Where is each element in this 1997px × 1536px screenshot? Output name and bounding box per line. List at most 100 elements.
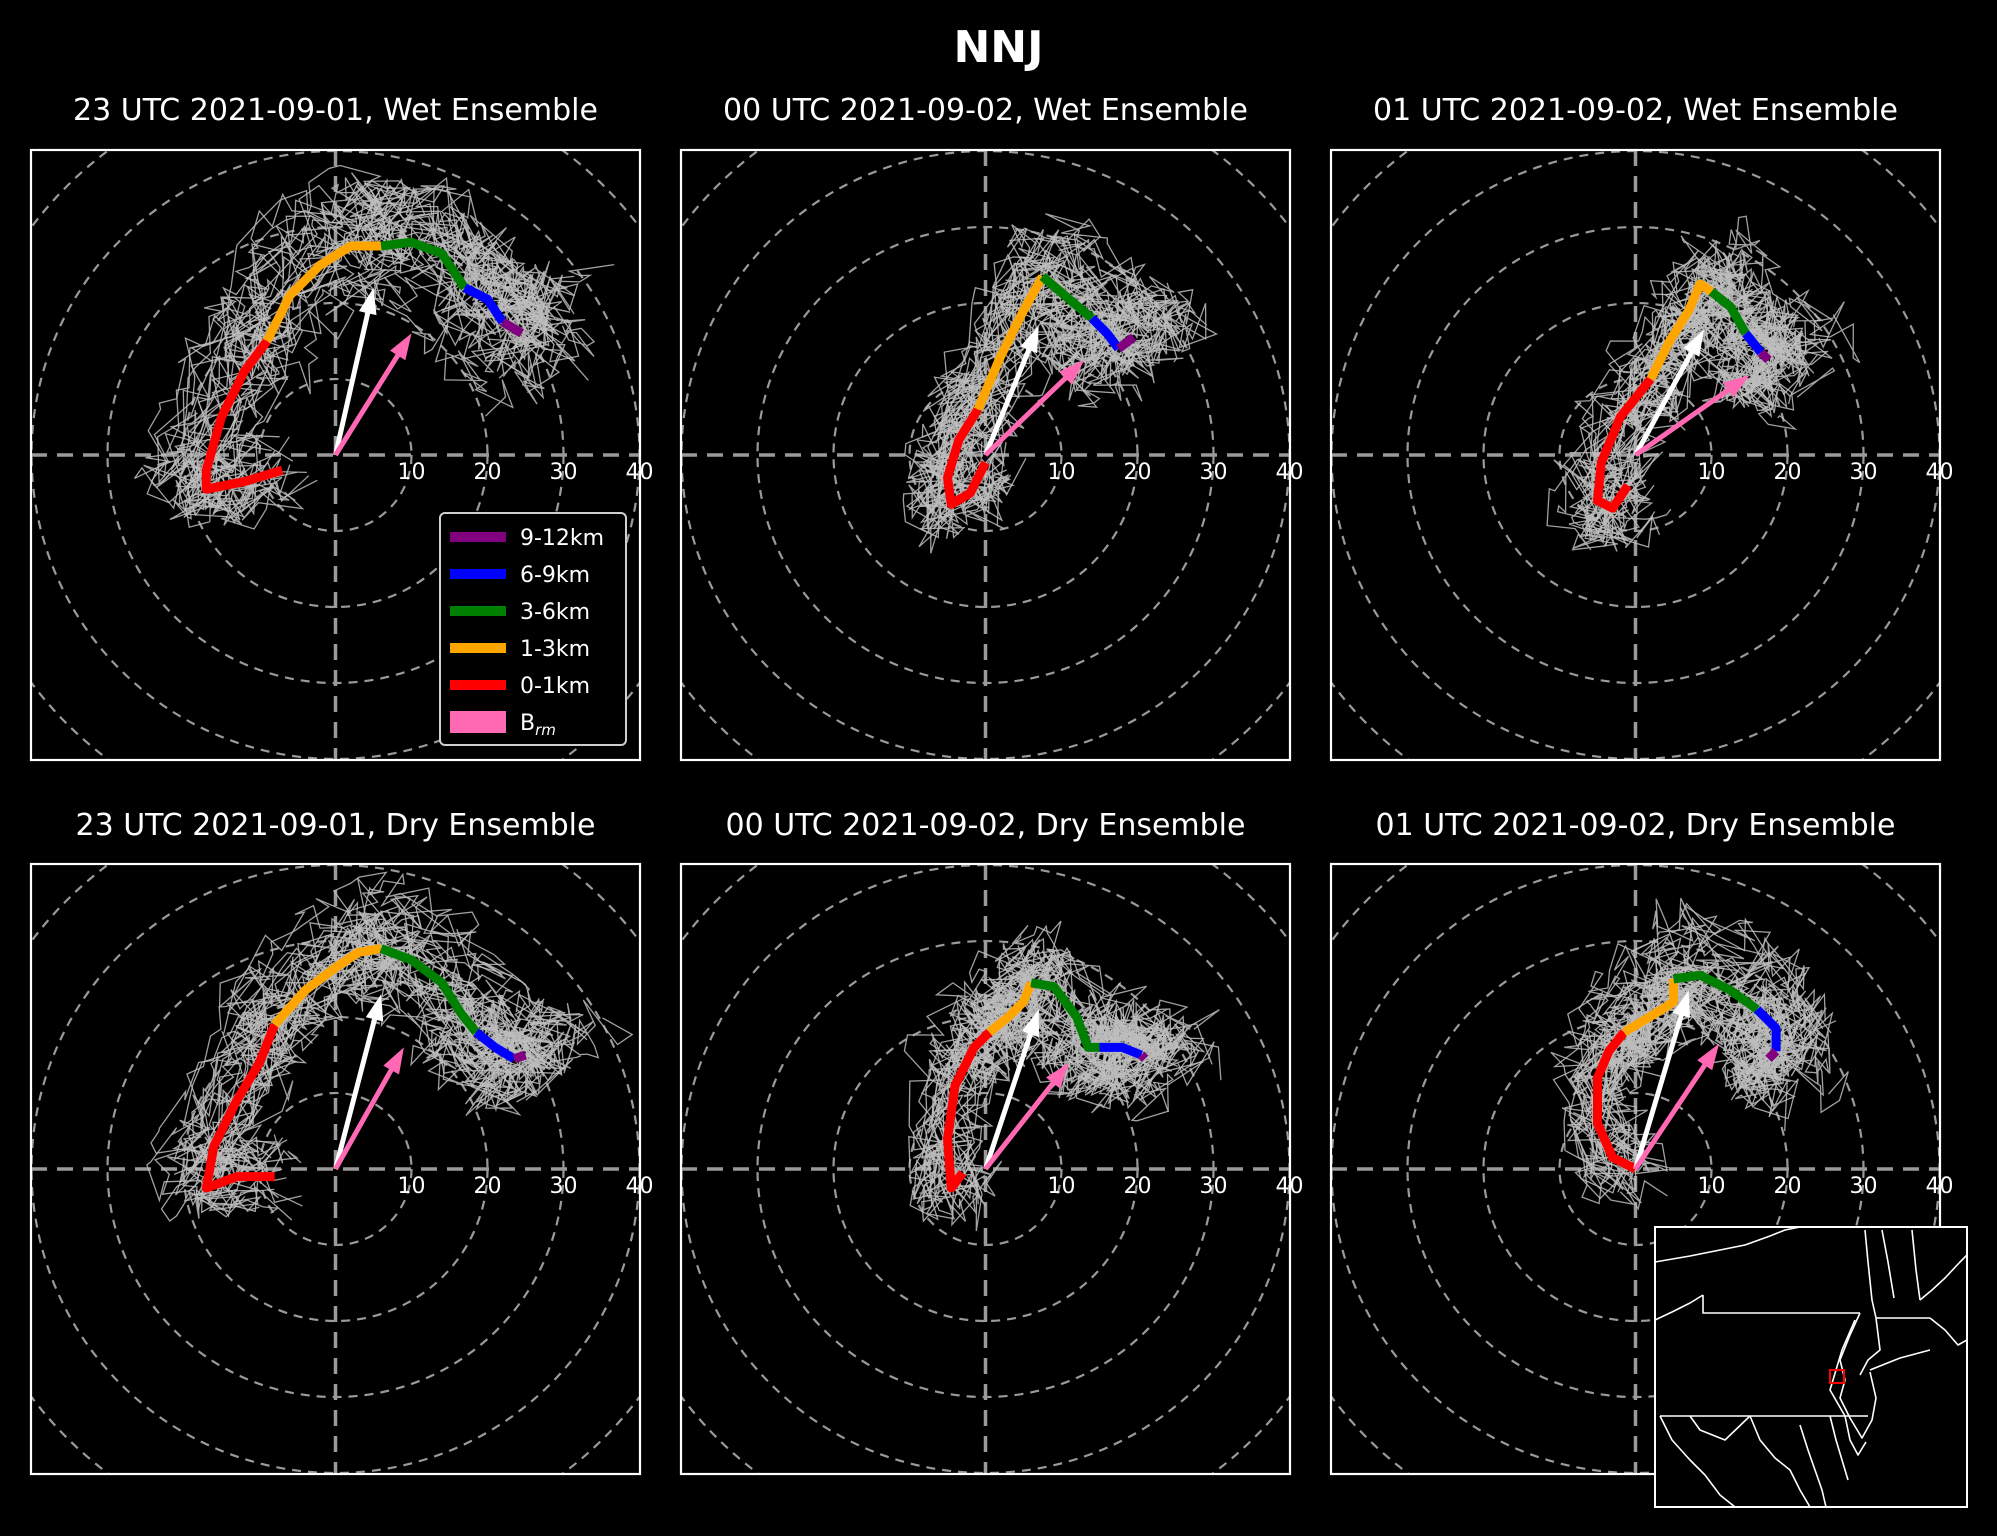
panel-frame (1329, 148, 1942, 762)
figure-title: NNJ (953, 22, 1044, 73)
inset-boundary-line (1844, 1415, 1867, 1456)
inset-map (1654, 1226, 1968, 1508)
bunkers-rm-vector (983, 360, 1085, 457)
mean-hodograph-6-9km (1099, 1042, 1143, 1060)
ensemble-member-trace (903, 920, 1189, 1171)
mean-hodograph-3-6km (1708, 288, 1750, 336)
legend-label: 9-12km (520, 526, 604, 551)
legend-label: 1-3km (520, 637, 590, 662)
ring-label: 30 (1850, 1174, 1878, 1199)
inset-frame (1654, 1226, 1968, 1508)
mean-hodograph-3-6km (1672, 970, 1760, 1014)
inset-boundary-line (1702, 1295, 1860, 1314)
panel-title: 01 UTC 2021-09-02, Wet Ensemble (1373, 93, 1898, 128)
ensemble-member-trace (173, 927, 560, 1180)
ensemble-member-trace (1582, 1008, 1799, 1206)
ensemble-member-trace (1569, 994, 1788, 1205)
legend-swatch (450, 606, 506, 616)
ensemble-member-trace (1576, 936, 1837, 1204)
mean-hodograph-9-12km (1757, 349, 1772, 364)
ensemble-member-trace (150, 885, 526, 1180)
ring-label: 10 (1048, 1174, 1076, 1199)
ensemble-member-trace (207, 896, 634, 1205)
bunkers-rm-vector (983, 1062, 1070, 1171)
panel-title: 01 UTC 2021-09-02, Dry Ensemble (1375, 808, 1896, 843)
speed-ring (1558, 377, 1713, 533)
legend-label: 0-1km (520, 674, 590, 699)
inset-boundary-line (1655, 1294, 1704, 1321)
speed-ring (908, 1091, 1063, 1247)
ensemble-member-trace (195, 926, 575, 1211)
ensemble-member-trace (953, 986, 1204, 1215)
inset-boundary-line (1929, 1317, 1967, 1346)
ensemble-member-trace (964, 238, 1207, 530)
legend-label: 6-9km (520, 563, 590, 588)
mean-shear-vector (333, 994, 384, 1170)
legend-swatch (450, 680, 506, 690)
speed-ring (1558, 1091, 1713, 1247)
speed-ring (258, 1091, 413, 1247)
hodograph-panel: 10 20 30 40 (1329, 148, 1954, 762)
ring-label: 10 (1048, 460, 1076, 485)
legend-swatch (450, 643, 506, 653)
plot-area (1331, 150, 1940, 760)
hodograph-panel: 10 20 30 40 (679, 148, 1304, 762)
legend-swatch (450, 532, 506, 542)
mean-shear-vector (983, 325, 1039, 456)
panel-frame (29, 148, 642, 762)
mean-hodograph-0-1km (1593, 376, 1655, 513)
ensemble-member-trace (179, 962, 509, 1197)
ensemble-member-trace (181, 176, 615, 497)
mean-hodograph-1-3km (271, 944, 382, 1028)
mean-hodograph-0-1km (943, 1029, 993, 1193)
inset-boundary-line (1829, 1415, 1849, 1481)
inset-boundary-line (1749, 1415, 1811, 1507)
inset-boundary-line (1839, 1312, 1877, 1439)
panel-frame (679, 148, 1292, 762)
ensemble-member-trace (167, 877, 588, 1196)
hodograph-panel: 10 20 30 40 (29, 862, 654, 1476)
bunkers-rm-vector (333, 1047, 404, 1171)
legend-swatch (450, 711, 506, 733)
ring-label: 20 (1124, 1174, 1152, 1199)
mean-hodograph-3-6km (1030, 978, 1100, 1052)
panel-frame (1329, 862, 1942, 1476)
speed-ring (258, 377, 413, 533)
mean-hodograph-3-6km (379, 944, 480, 1036)
ring-label: 20 (474, 1174, 502, 1199)
mean-hodograph-0-1km (1593, 1029, 1638, 1174)
plot-area (31, 864, 640, 1474)
inset-boundary-line (1919, 1254, 1967, 1301)
ring-label: 20 (1774, 1174, 1802, 1199)
ensemble-member-trace (212, 212, 596, 526)
mean-shear-vector (983, 1009, 1040, 1170)
mean-hodograph-6-9km (1753, 1006, 1781, 1052)
panel-frame (679, 862, 1292, 1476)
ensemble-member-trace (204, 894, 594, 1186)
ensemble-member-trace (175, 192, 570, 492)
ring-label: 20 (1124, 460, 1152, 485)
mean-hodograph-0-1km (943, 407, 990, 509)
plot-area (681, 864, 1290, 1474)
ring-label: 10 (1698, 1174, 1726, 1199)
inset-region-box (1829, 1369, 1845, 1384)
ensemble-member-trace (1568, 235, 1784, 516)
mean-shear-vector (1633, 990, 1690, 1170)
mean-hodograph-6-9km (1088, 315, 1123, 352)
legend-swatch (450, 569, 506, 579)
inset-boundary-line (1655, 1227, 1801, 1263)
mean-hodograph-1-3km (1621, 979, 1678, 1037)
mean-hodograph-3-6km (1039, 272, 1095, 322)
ring-label: 30 (1200, 1174, 1228, 1199)
hodograph-panel: 10 20 30 40 (679, 862, 1304, 1476)
mean-hodograph-6-9km (473, 1028, 517, 1063)
mean-shear-vector (1633, 329, 1704, 457)
mean-hodograph-1-3km (986, 981, 1036, 1036)
panel-title: 23 UTC 2021-09-01, Dry Ensemble (75, 808, 596, 843)
panel-title: 00 UTC 2021-09-02, Wet Ensemble (723, 93, 1248, 128)
legend-label: 3-6km (520, 600, 590, 625)
mean-hodograph-1-3km (973, 274, 1047, 412)
